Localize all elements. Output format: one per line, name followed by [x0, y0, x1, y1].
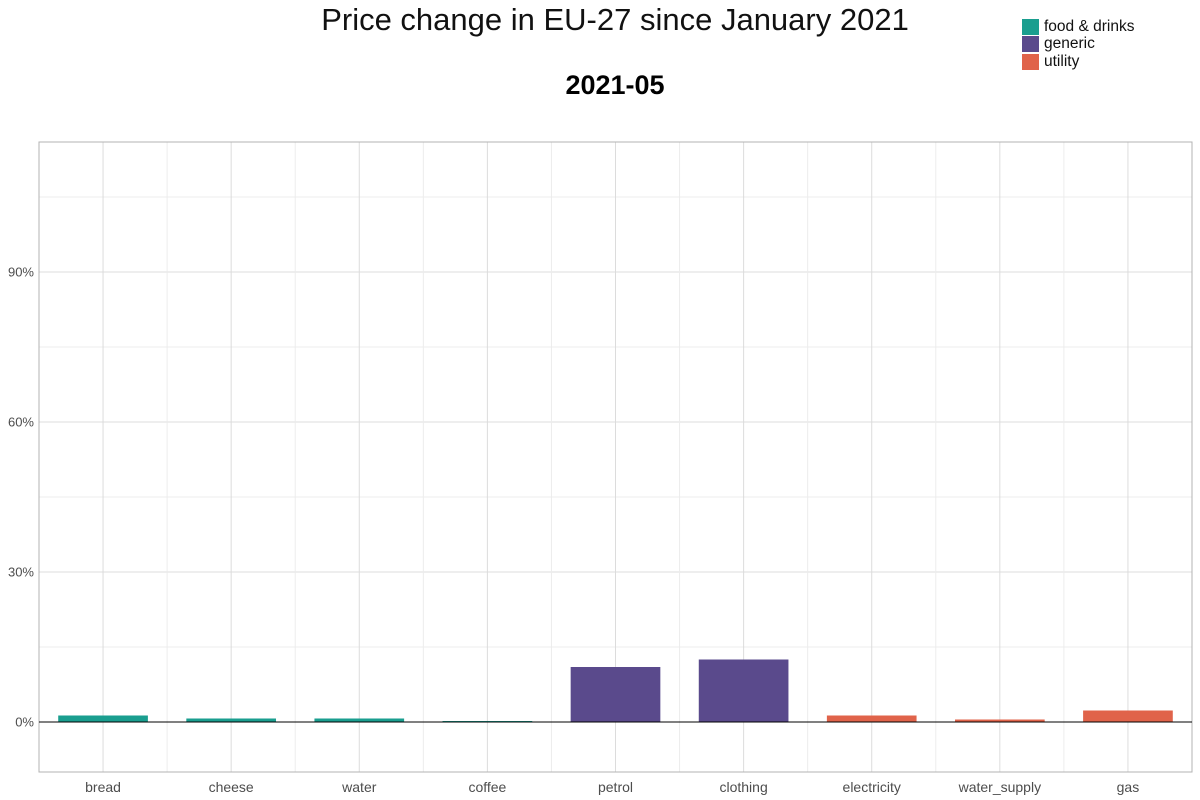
- bar-cheese: [186, 718, 277, 722]
- y-tick-label: 90%: [8, 265, 34, 280]
- bar-petrol: [570, 667, 661, 722]
- y-tick-label: 0%: [15, 715, 34, 730]
- x-tick-label-water: water: [341, 779, 377, 795]
- x-tick-label-electricity: electricity: [843, 779, 901, 795]
- legend-swatch-utility: [1022, 53, 1039, 70]
- axes: 0% 30% 60% 90% bread cheese water coffee petrol c…: [8, 141, 1193, 795]
- legend-label-utility: utility: [1044, 52, 1080, 70]
- bar-water: [314, 718, 405, 722]
- bar-gas: [1083, 710, 1173, 722]
- x-tick-label-clothing: clothing: [719, 779, 767, 795]
- legend-item-utility: utility: [1022, 53, 1134, 71]
- y-tick-label: 30%: [8, 565, 34, 580]
- legend: food & drinks generic utility: [1022, 18, 1134, 71]
- chart-title: Price change in EU-27 since January 2021: [321, 2, 909, 37]
- x-tick-label-petrol: petrol: [598, 779, 633, 795]
- bar-electricity: [826, 715, 917, 722]
- bar-clothing: [698, 659, 789, 722]
- legend-item-generic: generic: [1022, 35, 1134, 54]
- x-tick-label-coffee: coffee: [468, 779, 506, 795]
- plot-panel-border: [38, 141, 1193, 773]
- legend-swatch-food-drinks: [1022, 18, 1039, 35]
- x-tick-label-cheese: cheese: [209, 779, 254, 795]
- bars: [58, 659, 1173, 722]
- legend-item-food-drinks: food & drinks: [1022, 18, 1134, 36]
- x-tick-label-gas: gas: [1117, 779, 1140, 795]
- x-tick-label-bread: bread: [85, 779, 121, 795]
- legend-label-generic: generic: [1044, 35, 1095, 53]
- legend-swatch-generic: [1022, 36, 1039, 53]
- y-tick-label: 60%: [8, 415, 34, 430]
- bar-bread: [58, 715, 148, 722]
- bar-water_supply: [954, 719, 1045, 722]
- chart-subtitle: 2021-05: [565, 70, 665, 100]
- legend-label-food-drinks: food & drinks: [1044, 17, 1135, 35]
- x-tick-label-water_supply: water_supply: [958, 779, 1042, 795]
